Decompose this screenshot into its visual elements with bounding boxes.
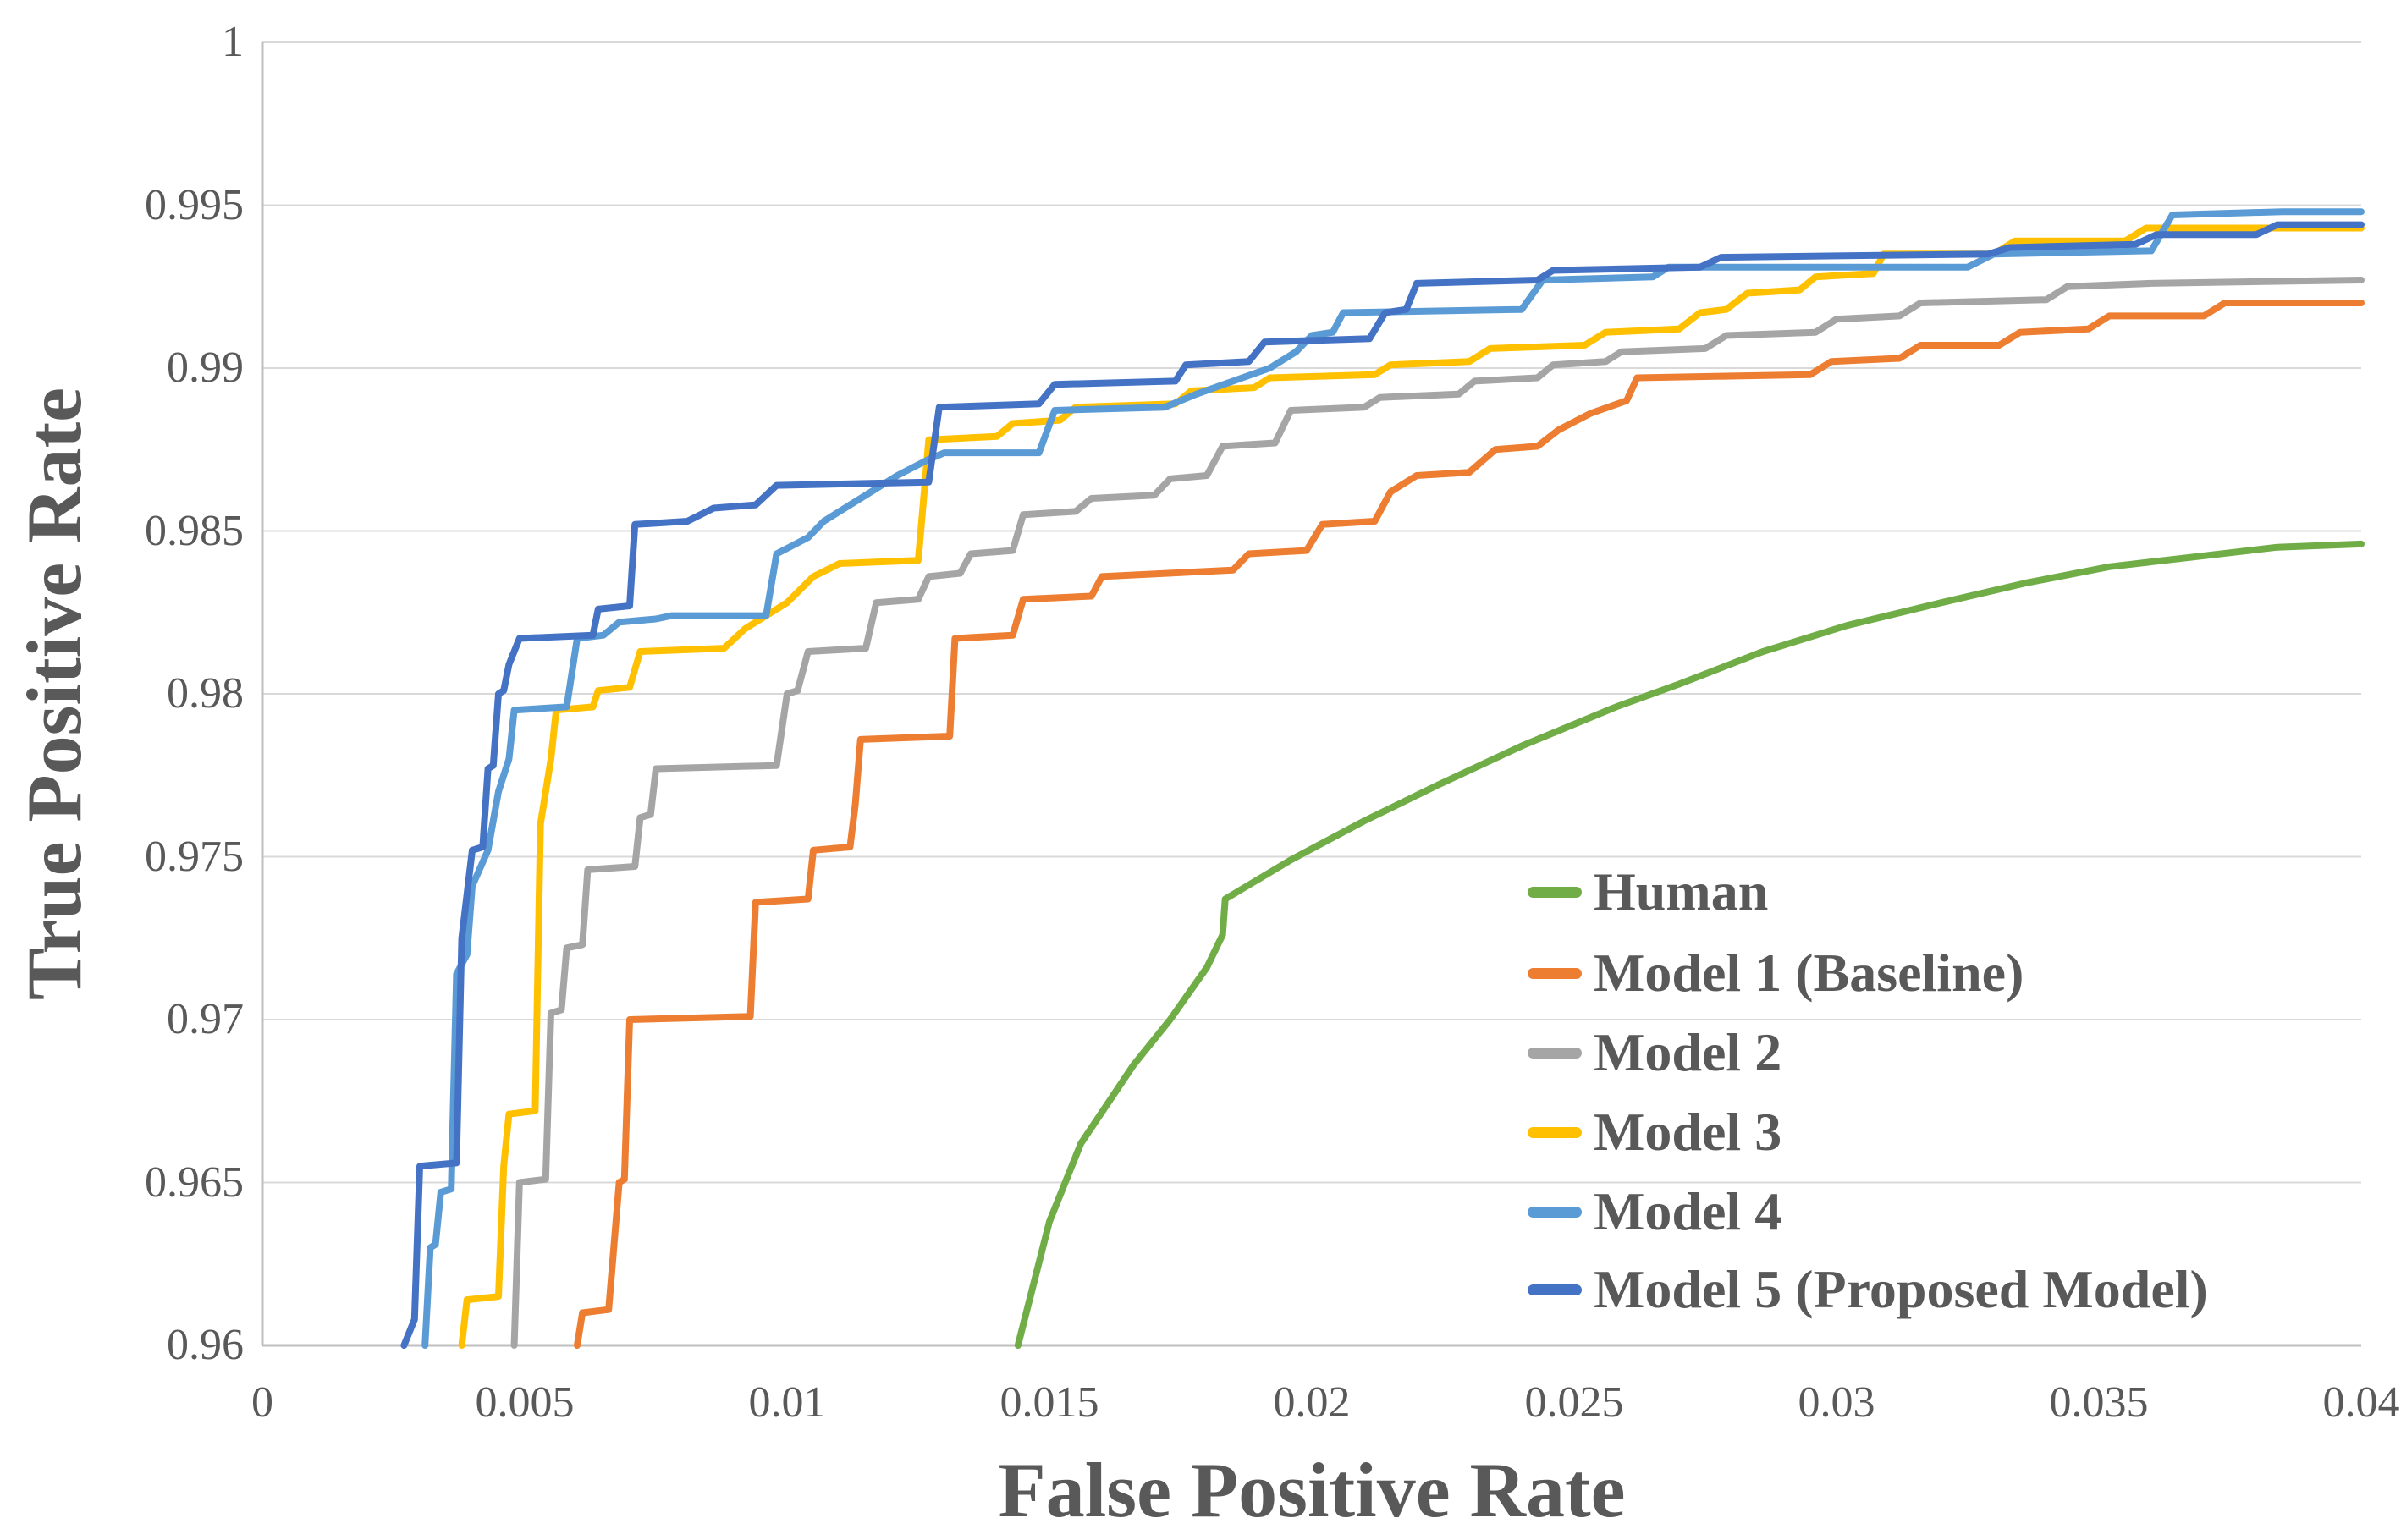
- x-tick-label: 0.02: [1273, 1378, 1351, 1427]
- legend-row: Model 1 (Baseline): [1528, 946, 2024, 1000]
- roc-curve-model-5-proposed-model: [400, 221, 2365, 1349]
- roc-curve-model-4: [421, 208, 2365, 1349]
- x-tick-label: 0.03: [1798, 1378, 1875, 1427]
- y-tick-label: 0.96: [167, 1321, 244, 1369]
- legend-line-swatch-icon: [1528, 1126, 1582, 1138]
- x-tick-label: 0: [251, 1378, 273, 1427]
- x-tick-label: 0.01: [748, 1378, 826, 1427]
- legend-label: Model 3: [1594, 1102, 1782, 1162]
- legend-label: Model 2: [1594, 1022, 1782, 1082]
- y-tick-label: 0.97: [167, 995, 244, 1043]
- y-tick-label: 1: [222, 18, 244, 66]
- legend-row: Human: [1528, 865, 1768, 919]
- legend-line-swatch-icon: [1528, 1047, 1582, 1059]
- roc-curve-human: [1014, 540, 2365, 1349]
- legend-label: Model 4: [1594, 1181, 1782, 1241]
- y-tick-label: 0.995: [145, 180, 244, 229]
- legend-line-swatch-icon: [1528, 1284, 1582, 1295]
- x-tick-label: 0.04: [2322, 1378, 2400, 1427]
- y-axis-title: True Positive Rate: [11, 388, 97, 1000]
- legend-label: Human: [1594, 861, 1769, 921]
- legend-row: Model 5 (Proposed Model): [1528, 1262, 2208, 1317]
- y-tick-label: 0.965: [145, 1158, 244, 1207]
- x-axis-title: False Positive Rate: [998, 1447, 1626, 1533]
- legend-label: Model 1 (Baseline): [1594, 943, 2024, 1003]
- legend-label: Model 5 (Proposed Model): [1594, 1259, 2208, 1319]
- y-tick-label: 0.985: [145, 506, 244, 555]
- legend-row: Model 2: [1528, 1026, 1781, 1080]
- x-tick-label: 0.025: [1524, 1378, 1624, 1427]
- legend-row: Model 3: [1528, 1105, 1781, 1159]
- x-tick-label: 0.035: [2049, 1378, 2149, 1427]
- roc-curve-model-1-baseline: [574, 300, 2365, 1349]
- y-tick-label: 0.975: [145, 832, 244, 881]
- y-tick-label: 0.99: [167, 344, 244, 392]
- x-tick-label: 0.015: [999, 1378, 1099, 1427]
- roc-curve-model-2: [510, 277, 2365, 1349]
- x-tick-label: 0.005: [475, 1378, 575, 1427]
- legend-line-swatch-icon: [1528, 886, 1582, 898]
- legend-line-swatch-icon: [1528, 1206, 1582, 1218]
- y-tick-label: 0.98: [167, 669, 244, 718]
- legend-row: Model 4: [1528, 1185, 1781, 1239]
- legend-line-swatch-icon: [1528, 967, 1582, 979]
